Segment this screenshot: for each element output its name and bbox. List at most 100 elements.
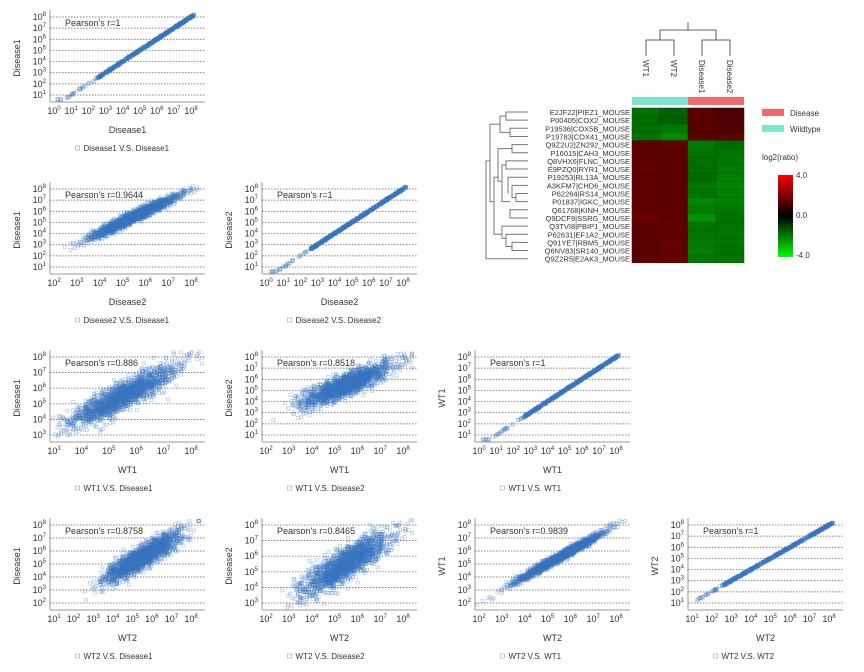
data-point (188, 16, 192, 20)
y-tick-label: 101 (33, 262, 47, 272)
data-point (175, 24, 180, 29)
x-tick-exponent: 6 (149, 278, 153, 284)
pearson-annotation: Pearson's r=0.9644 (65, 190, 143, 200)
data-point (134, 50, 139, 55)
y-tick-exponent: 8 (255, 184, 259, 190)
y-tick-label: 101 (245, 262, 259, 272)
data-point (184, 16, 189, 21)
data-point (166, 397, 171, 402)
data-point (107, 68, 112, 73)
data-point (180, 20, 185, 25)
x-tick-label: 103 (99, 106, 113, 116)
data-point (117, 62, 122, 66)
data-point (135, 408, 139, 413)
data-point (137, 48, 141, 53)
y-tick-label: 101 (33, 90, 47, 100)
y-tick-exponent: 2 (255, 251, 259, 257)
data-point (55, 97, 60, 102)
x-tick-exponent: 8 (406, 278, 410, 284)
y-tick-exponent: 7 (43, 195, 47, 201)
data-point (78, 87, 83, 92)
data-point (100, 72, 105, 77)
y-tick-exponent: 6 (255, 206, 259, 212)
data-point (187, 358, 192, 363)
data-point (160, 33, 165, 38)
data-point (157, 35, 162, 40)
data-point (77, 86, 82, 91)
x-tick-label: 105 (133, 106, 147, 116)
data-point (183, 18, 188, 23)
data-point (100, 72, 104, 76)
data-point (95, 75, 100, 80)
y-tick-exponent: 3 (43, 240, 47, 246)
data-point (99, 74, 103, 79)
legend-label: Disease2 V.S. Disease2 (296, 316, 382, 325)
data-point (164, 30, 169, 35)
data-point (178, 350, 183, 355)
data-point (166, 29, 170, 34)
x-tick-label: 108 (184, 106, 198, 116)
x-tick-label: 101 (276, 278, 290, 288)
data-point (100, 73, 105, 77)
data-point (120, 59, 125, 64)
data-point (173, 25, 178, 30)
data-point (65, 95, 70, 100)
y-tick-exponent: 3 (255, 240, 259, 246)
y-tick-exponent: 5 (255, 217, 259, 223)
data-point (174, 383, 179, 388)
y-tick-exponent: 7 (255, 195, 259, 201)
y-tick-label: 108 (33, 12, 47, 22)
data-point (68, 94, 72, 99)
data-point (191, 14, 196, 18)
x-tick-exponent: 5 (143, 106, 147, 112)
data-point (111, 420, 116, 425)
y-tick-label: 102 (33, 251, 47, 261)
data-point (189, 14, 194, 19)
data-point (184, 18, 189, 23)
data-point (134, 51, 139, 55)
y-tick-exponent: 3 (43, 68, 47, 74)
y-tick-exponent: 6 (43, 383, 47, 389)
data-point (187, 15, 192, 20)
x-tick-label: 108 (184, 446, 198, 456)
y-axis-title: Disease2 (224, 211, 234, 249)
data-point (167, 29, 172, 33)
data-point (127, 55, 131, 60)
x-tick-exponent: 4 (103, 278, 107, 284)
data-point (88, 80, 93, 85)
data-point (83, 84, 88, 89)
data-point (58, 97, 63, 102)
data-point (72, 246, 77, 250)
x-tick-exponent: 8 (194, 106, 198, 112)
data-point (70, 92, 75, 97)
x-tick-exponent: 3 (321, 278, 325, 284)
data-point (104, 69, 108, 74)
data-point (165, 30, 169, 34)
data-point (70, 92, 75, 97)
x-tick-label: 106 (150, 106, 164, 116)
data-point (180, 21, 184, 25)
data-point (74, 88, 79, 93)
data-point (113, 64, 117, 69)
data-point (72, 90, 76, 95)
pearson-annotation: Pearson's r=1 (65, 18, 121, 28)
x-tick-exponent: 1 (286, 278, 290, 284)
y-tick-exponent: 8 (43, 352, 47, 358)
legend-marker (287, 317, 292, 323)
data-point (81, 85, 86, 89)
data-point (161, 32, 166, 37)
legend-marker (75, 145, 80, 151)
data-point (173, 24, 178, 29)
y-tick-exponent: 3 (43, 430, 47, 436)
data-point (96, 74, 101, 79)
data-point (174, 24, 179, 28)
data-point (70, 91, 75, 96)
data-point (81, 84, 86, 88)
y-tick-exponent: 7 (43, 368, 47, 374)
x-tick-label: 107 (379, 278, 393, 288)
x-tick-label: 104 (116, 106, 130, 116)
y-tick-label: 104 (245, 229, 259, 239)
data-point (153, 37, 157, 42)
data-point (116, 62, 121, 66)
